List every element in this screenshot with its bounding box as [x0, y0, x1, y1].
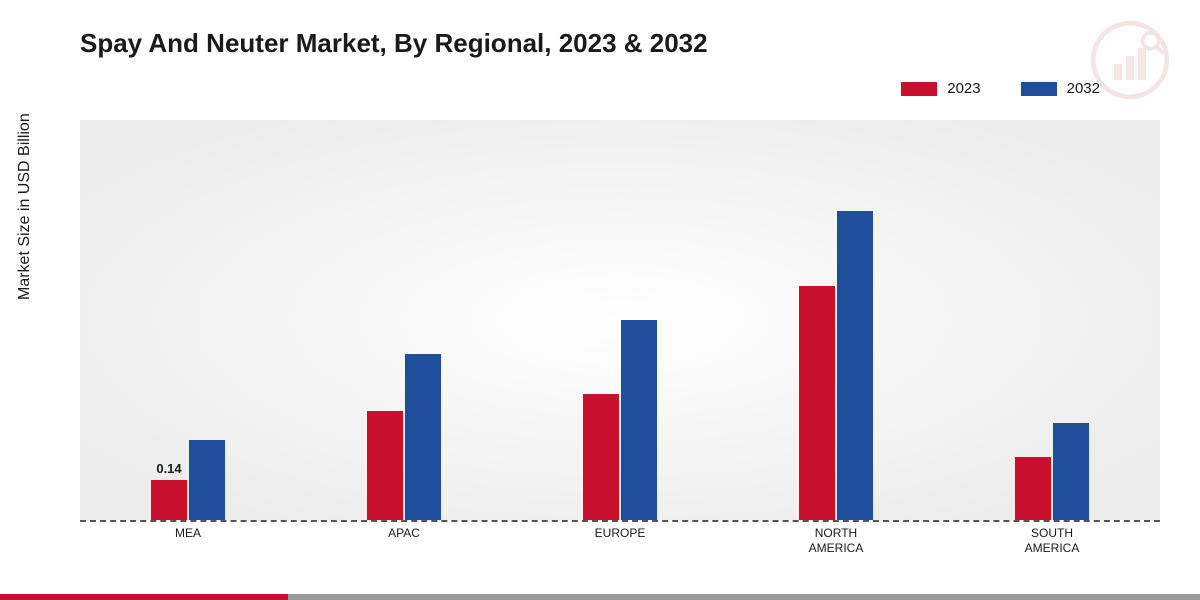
- x-label: EUROPE: [595, 526, 646, 541]
- bar-2023-north-america: [799, 286, 835, 520]
- legend-swatch-2023: [901, 82, 937, 96]
- bar-2023-mea: [151, 480, 187, 520]
- value-label: 0.14: [156, 461, 181, 476]
- bar-2023-europe: [583, 394, 619, 520]
- accent-gray: [288, 594, 1200, 600]
- brand-watermark-icon: [1090, 20, 1170, 100]
- bar-2032-mea: [189, 440, 225, 520]
- x-label: SOUTH AMERICA: [1025, 526, 1080, 556]
- accent-red: [0, 594, 288, 600]
- x-label: NORTH AMERICA: [809, 526, 864, 556]
- bar-2032-south-america: [1053, 423, 1089, 520]
- y-axis-label: Market Size in USD Billion: [16, 113, 34, 300]
- bar-2032-north-america: [837, 211, 873, 520]
- legend: 2023 2032: [901, 80, 1100, 97]
- legend-swatch-2032: [1021, 82, 1057, 96]
- chart-title: Spay And Neuter Market, By Regional, 202…: [80, 28, 708, 59]
- legend-label-2023: 2023: [947, 80, 980, 97]
- x-label: MEA: [175, 526, 201, 541]
- legend-item-2023: 2023: [901, 80, 980, 97]
- legend-item-2032: 2032: [1021, 80, 1100, 97]
- bar-2032-europe: [621, 320, 657, 520]
- plot-area: 0.14: [80, 120, 1160, 520]
- bar-2032-apac: [405, 354, 441, 520]
- bar-2023-apac: [367, 411, 403, 520]
- bar-2023-south-america: [1015, 457, 1051, 520]
- x-label: APAC: [388, 526, 420, 541]
- bottom-accent-bar: [0, 594, 1200, 600]
- x-axis-baseline: [80, 520, 1160, 522]
- legend-label-2032: 2032: [1067, 80, 1100, 97]
